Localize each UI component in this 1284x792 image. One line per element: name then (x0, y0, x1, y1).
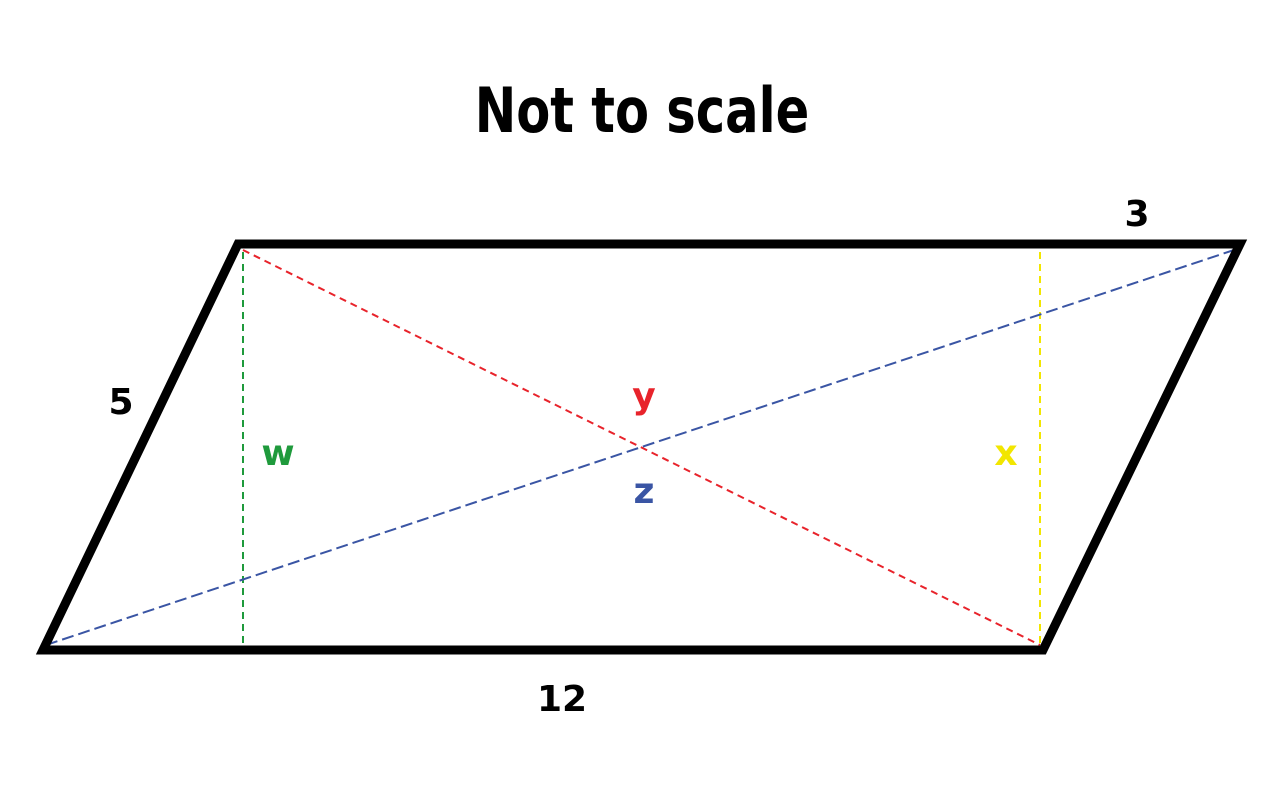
variable-y-label: y (632, 376, 655, 417)
diagonal-z-line (45, 249, 1235, 646)
parallelogram-outline (35, 239, 1248, 655)
diagonal-y-line (242, 249, 1041, 646)
variable-w-label: w (261, 433, 294, 474)
variable-z-label: z (634, 471, 655, 512)
side-label-bottom: 12 (537, 679, 587, 720)
side-label-top-right: 3 (1124, 194, 1149, 235)
side-label-left: 5 (108, 382, 133, 423)
diagram-title: Not to scale (475, 76, 810, 148)
variable-x-label: x (994, 433, 1017, 474)
